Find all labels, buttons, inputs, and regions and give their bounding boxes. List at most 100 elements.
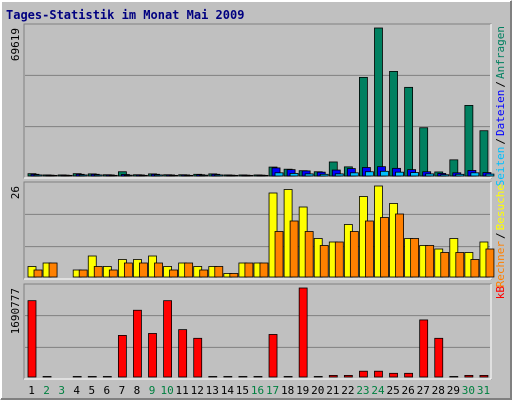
x-tick-label: 31: [477, 384, 490, 397]
x-tick-label: 10: [160, 384, 173, 397]
bar: [410, 172, 420, 177]
bar: [395, 171, 404, 177]
bar: [244, 262, 254, 278]
bar: [117, 335, 127, 378]
bar: [455, 252, 465, 278]
x-tick-label: 12: [191, 384, 204, 397]
bar: [419, 319, 429, 378]
legend-separator: /: [494, 81, 507, 88]
x-tick-label: 21: [326, 384, 339, 397]
bar: [93, 266, 103, 278]
bar: [395, 213, 404, 278]
bar: [374, 370, 383, 378]
bar: [72, 376, 82, 378]
bar: [148, 333, 157, 378]
bar: [289, 220, 299, 278]
bar: [455, 173, 465, 177]
bar: [139, 262, 148, 278]
bar: [380, 170, 389, 177]
x-tick-label: 30: [462, 384, 475, 397]
x-tick-label: 25: [386, 384, 399, 397]
bar: [154, 262, 163, 278]
x-tick-label: 7: [119, 384, 126, 397]
bar: [108, 174, 118, 177]
bar: [214, 266, 224, 278]
bar: [479, 375, 489, 378]
x-tick-label: 3: [58, 384, 65, 397]
bar: [184, 174, 194, 177]
bar: [214, 174, 224, 177]
legend: kB: [494, 286, 507, 300]
bar: [410, 238, 420, 278]
bar: [178, 329, 188, 378]
bar: [464, 105, 474, 177]
x-tick-label: 16: [251, 384, 264, 397]
bar: [304, 231, 314, 278]
bar: [184, 262, 194, 278]
x-tick-label: 13: [206, 384, 219, 397]
bar: [274, 231, 284, 278]
bar: [102, 376, 112, 378]
x-tick-label: 23: [356, 384, 369, 397]
panel: [23, 23, 492, 179]
bar: [464, 375, 474, 378]
bar: [139, 174, 148, 177]
bar: [470, 172, 480, 177]
legend: Rechner / Besuche: [494, 184, 507, 287]
bar: [389, 372, 398, 378]
bar: [359, 370, 368, 378]
x-tick-label: 26: [402, 384, 415, 397]
bar: [334, 173, 344, 177]
bar: [199, 174, 209, 177]
bar: [169, 174, 178, 177]
legend-entry: Besuche: [494, 184, 507, 230]
x-tick-label: 20: [311, 384, 324, 397]
x-tick-label: 1: [28, 384, 35, 397]
bar: [404, 372, 414, 378]
panel: [23, 283, 492, 380]
y-tick-label: 26: [9, 186, 22, 199]
y-tick-label: 69619: [9, 28, 22, 61]
bar: [223, 376, 233, 378]
bar: [283, 376, 293, 378]
bar: [485, 248, 495, 278]
bar: [479, 130, 489, 177]
bar: [365, 220, 374, 278]
bar: [349, 231, 359, 278]
x-tick-label: 11: [176, 384, 189, 397]
x-tick-label: 29: [447, 384, 460, 397]
x-tick-label: 24: [371, 384, 385, 397]
legend-separator: /: [494, 232, 507, 239]
bar: [359, 76, 368, 177]
legend-entry: Dateien: [494, 90, 507, 136]
x-tick-label: 8: [134, 384, 141, 397]
bar: [42, 376, 52, 378]
bar: [440, 252, 450, 278]
bar: [419, 127, 429, 177]
bar: [470, 259, 480, 278]
y-tick-label: 1690777: [9, 288, 22, 334]
bar: [123, 262, 133, 278]
bar: [93, 174, 103, 177]
bar: [304, 173, 314, 177]
bar: [365, 171, 374, 177]
bar: [163, 300, 172, 378]
bar: [349, 172, 359, 177]
bar: [289, 173, 299, 177]
bar: [154, 174, 163, 177]
bar: [374, 27, 383, 177]
legend-entry: Anfragen: [494, 26, 507, 79]
bar: [425, 173, 435, 177]
x-tick-label: 18: [281, 384, 294, 397]
bar: [78, 174, 88, 177]
bar: [268, 334, 278, 378]
bar: [133, 309, 142, 378]
legend: Seiten / Dateien / Anfragen: [494, 26, 507, 186]
x-tick-label: 19: [296, 384, 309, 397]
bar: [48, 174, 58, 177]
legend-entry: kB: [494, 286, 507, 300]
bar: [298, 287, 308, 378]
